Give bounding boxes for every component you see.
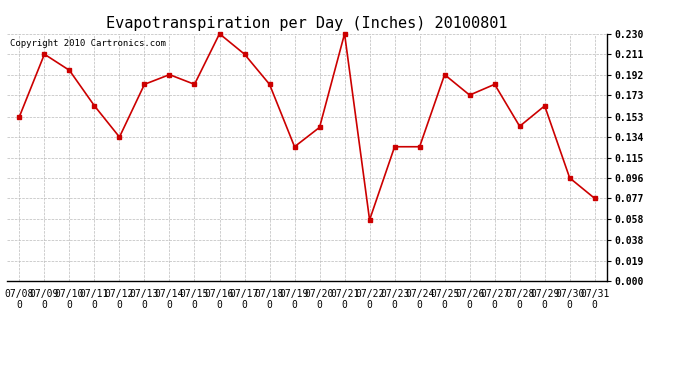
Title: Evapotranspiration per Day (Inches) 20100801: Evapotranspiration per Day (Inches) 2010… [106,16,508,31]
Text: Copyright 2010 Cartronics.com: Copyright 2010 Cartronics.com [10,39,166,48]
